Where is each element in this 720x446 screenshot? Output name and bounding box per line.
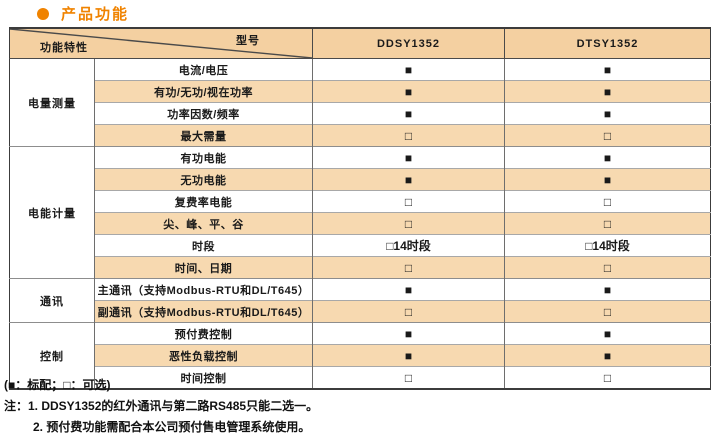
- feature-label: 时间、日期: [94, 256, 313, 279]
- feature-label: 无功电能: [94, 168, 313, 191]
- feature-value-dtsy1352: □: [504, 256, 711, 279]
- feature-label: 复费率电能: [94, 190, 313, 213]
- table-row: 功率因数/频率 ■ ■: [10, 102, 711, 125]
- feature-label: 功率因数/频率: [94, 102, 313, 125]
- header-corner-cell: 型号 功能特性: [9, 28, 313, 59]
- feature-value-ddsy1352: ■: [312, 278, 505, 301]
- feature-value-dtsy1352: ■: [504, 80, 711, 103]
- diagonal-divider: [10, 29, 312, 58]
- legend-note: (■：标配；□：可选): [4, 378, 111, 392]
- feature-value-dtsy1352: □: [504, 124, 711, 147]
- feature-value-dtsy1352: □14时段: [504, 234, 711, 257]
- feature-value-dtsy1352: ■: [504, 322, 711, 345]
- feature-value-ddsy1352: ■: [312, 102, 505, 125]
- feature-value-dtsy1352: □: [504, 212, 711, 235]
- group-label: 控制: [9, 322, 95, 389]
- feature-value-dtsy1352: ■: [504, 344, 711, 367]
- feature-value-ddsy1352: □: [312, 212, 505, 235]
- feature-value-ddsy1352: □: [312, 300, 505, 323]
- product-features-table: 型号 功能特性 DDSY1352 DTSY1352 电量测量 电流/电压 ■ ■ 有功/…: [9, 27, 711, 390]
- feature-label: 副通讯（支持Modbus-RTU和DL/T645）: [94, 300, 313, 323]
- feature-label: 时段: [94, 234, 313, 257]
- table-row: 复费率电能 □ □: [10, 190, 711, 213]
- section-title: 产品功能: [37, 3, 129, 24]
- feature-label: 恶性负载控制: [94, 344, 313, 367]
- section-title-text: 产品功能: [61, 6, 130, 23]
- footnote-2: 2. 预付费功能需配合本公司预付售电管理系统使用。: [33, 420, 311, 434]
- feature-label: 有功电能: [94, 146, 313, 169]
- table-row: 副通讯（支持Modbus-RTU和DL/T645） □ □: [10, 300, 711, 323]
- table-row: 有功/无功/视在功率 ■ ■: [10, 80, 711, 103]
- table-row: 控制 预付费控制 ■ ■: [9, 322, 711, 389]
- feature-value-dtsy1352: ■: [504, 146, 711, 169]
- table-row: 尖、峰、平、谷 □ □: [10, 212, 711, 235]
- group-label: 通讯: [9, 278, 95, 323]
- feature-value-dtsy1352: ■: [504, 278, 711, 301]
- bullet-icon: [37, 7, 49, 20]
- group-label: 电量测量: [9, 58, 95, 147]
- table-row: 时段 □14时段 □14时段: [10, 234, 711, 257]
- feature-label: 有功/无功/视在功率: [94, 80, 313, 103]
- feature-value-ddsy1352: ■: [312, 146, 505, 169]
- feature-value-ddsy1352: □14时段: [312, 234, 505, 257]
- feature-value-dtsy1352: ■: [504, 102, 711, 125]
- feature-value-dtsy1352: □: [504, 366, 711, 389]
- feature-label: 电流/电压: [94, 58, 313, 81]
- column-header-ddsy1352: DDSY1352: [312, 28, 505, 59]
- table-row: 恶性负载控制 ■ ■: [10, 344, 711, 367]
- feature-value-dtsy1352: □: [504, 300, 711, 323]
- corner-feature-label: 功能特性: [40, 42, 88, 54]
- feature-value-dtsy1352: □: [504, 190, 711, 213]
- feature-value-dtsy1352: ■: [504, 58, 711, 81]
- feature-label: 尖、峰、平、谷: [94, 212, 313, 235]
- table-row: 最大需量 □ □: [10, 124, 711, 147]
- feature-value-ddsy1352: □: [312, 256, 505, 279]
- table-row: 时间、日期 □ □: [10, 256, 711, 279]
- group-label: 电能计量: [9, 146, 95, 279]
- feature-value-ddsy1352: ■: [312, 168, 505, 191]
- feature-label: 预付费控制: [94, 322, 313, 345]
- table-header-row: 型号 功能特性 DDSY1352 DTSY1352: [9, 28, 711, 59]
- footnote-1: 注：1. DDSY1352的红外通讯与第二路RS485只能二选一。: [4, 399, 319, 413]
- table-row: 时间控制 □ □: [10, 366, 711, 389]
- table-row: 无功电能 ■ ■: [10, 168, 711, 191]
- column-header-dtsy1352: DTSY1352: [504, 28, 711, 59]
- feature-value-ddsy1352: ■: [312, 80, 505, 103]
- feature-value-ddsy1352: □: [312, 124, 505, 147]
- feature-value-ddsy1352: ■: [312, 322, 505, 345]
- feature-value-ddsy1352: ■: [312, 58, 505, 81]
- feature-value-dtsy1352: ■: [504, 168, 711, 191]
- feature-value-ddsy1352: ■: [312, 344, 505, 367]
- feature-label: 主通讯（支持Modbus-RTU和DL/T645）: [94, 278, 313, 301]
- table-row: 通讯 主通讯（支持Modbus-RTU和DL/T645） ■ ■: [9, 278, 711, 323]
- table-row: 电能计量 有功电能 ■ ■: [9, 146, 711, 279]
- feature-label: 时间控制: [94, 366, 313, 389]
- feature-table-body: 电量测量 电流/电压 ■ ■ 有功/无功/视在功率 ■ ■ 功率因数/频率 ■ ■ 最大需量 □ □ 电能…: [9, 58, 711, 389]
- feature-value-ddsy1352: □: [312, 366, 505, 389]
- table-row: 电量测量 电流/电压 ■ ■: [9, 58, 711, 147]
- feature-label: 最大需量: [94, 124, 313, 147]
- feature-value-ddsy1352: □: [312, 190, 505, 213]
- corner-model-label: 型号: [236, 35, 260, 47]
